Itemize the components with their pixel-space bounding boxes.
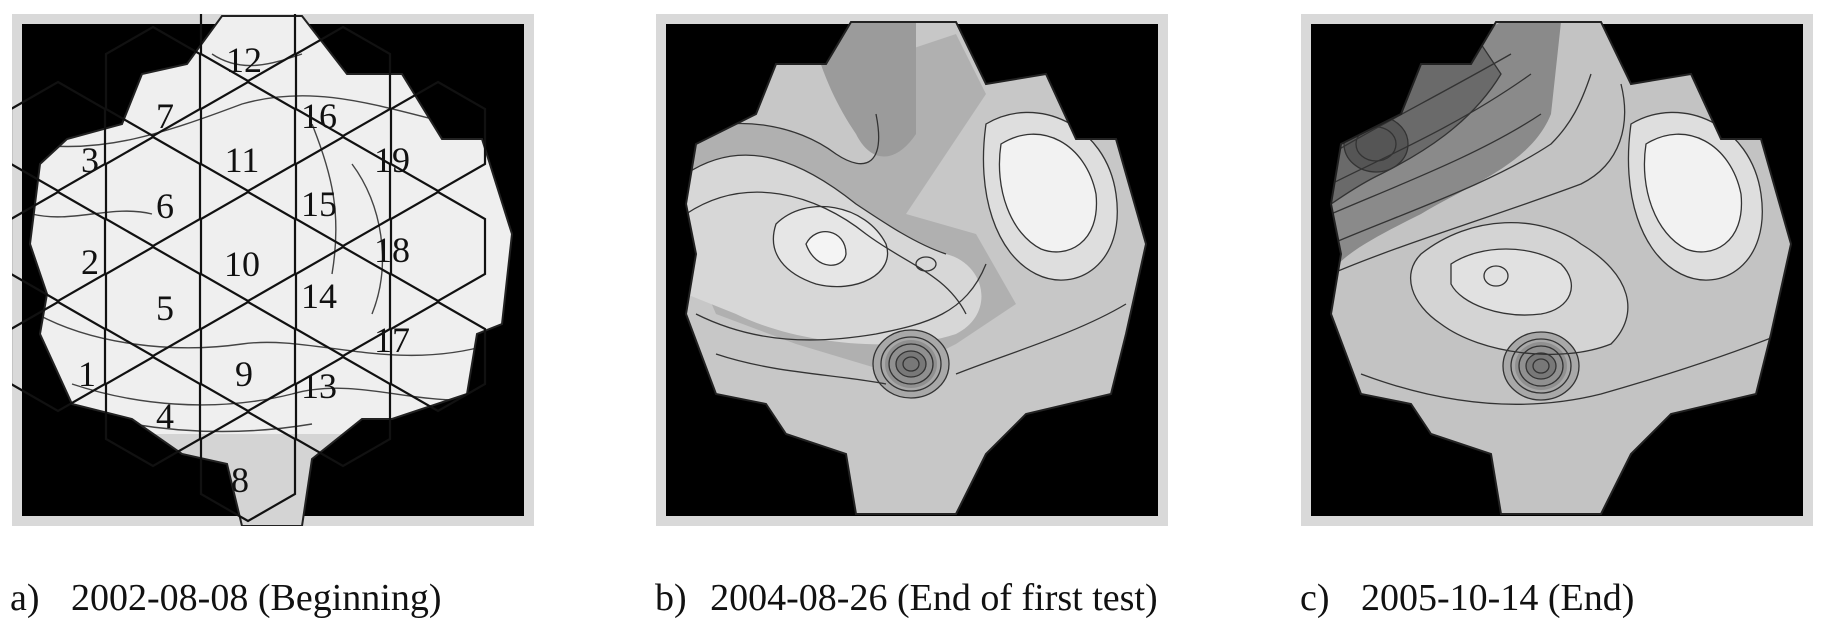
segmented-mirror-map: 1 2 3 4 5 6 7 8 9 10 11 12 13 14 15 16 1… xyxy=(12,14,534,526)
segment-label: 13 xyxy=(301,366,337,406)
caption-letter: a) xyxy=(10,577,40,619)
segment-label: 17 xyxy=(374,320,410,360)
caption-a: a) 2002-08-08 (Beginning) xyxy=(10,576,441,620)
panel-a: 1 2 3 4 5 6 7 8 9 10 11 12 13 14 15 16 1… xyxy=(12,14,534,526)
segment-label: 7 xyxy=(156,96,174,136)
caption-text: 2004-08-26 (End of first test) xyxy=(710,577,1158,619)
segment-label: 3 xyxy=(81,140,99,180)
segment-label: 14 xyxy=(301,276,337,316)
segment-label: 4 xyxy=(156,396,174,436)
segment-label: 9 xyxy=(235,354,253,394)
segment-label: 15 xyxy=(301,184,337,224)
caption-c: c) 2005-10-14 (End) xyxy=(1300,576,1634,620)
segment-label: 2 xyxy=(81,242,99,282)
caption-letter: b) xyxy=(655,577,687,619)
segment-label: 19 xyxy=(374,140,410,180)
caption-letter: c) xyxy=(1300,577,1330,619)
segment-labels: 1 2 3 4 5 6 7 8 9 10 11 12 13 14 15 16 1… xyxy=(78,40,410,500)
segment-label: 5 xyxy=(156,288,174,328)
caption-text: 2002-08-08 (Beginning) xyxy=(71,577,442,619)
segment-label: 16 xyxy=(301,96,337,136)
segment-label: 6 xyxy=(156,186,174,226)
segment-label: 12 xyxy=(226,40,262,80)
segment-label: 11 xyxy=(225,140,260,180)
segment-grid xyxy=(12,14,487,523)
segment-label: 1 xyxy=(78,354,96,394)
caption-text: 2005-10-14 (End) xyxy=(1361,577,1635,619)
segment-label: 18 xyxy=(374,230,410,270)
segment-label: 10 xyxy=(224,244,260,284)
contour-map xyxy=(1301,14,1813,526)
caption-b: b) 2004-08-26 (End of first test) xyxy=(655,576,1158,620)
panel-b xyxy=(656,14,1178,526)
contour-map xyxy=(656,14,1168,526)
panel-c xyxy=(1301,14,1822,526)
segment-label: 8 xyxy=(231,460,249,500)
